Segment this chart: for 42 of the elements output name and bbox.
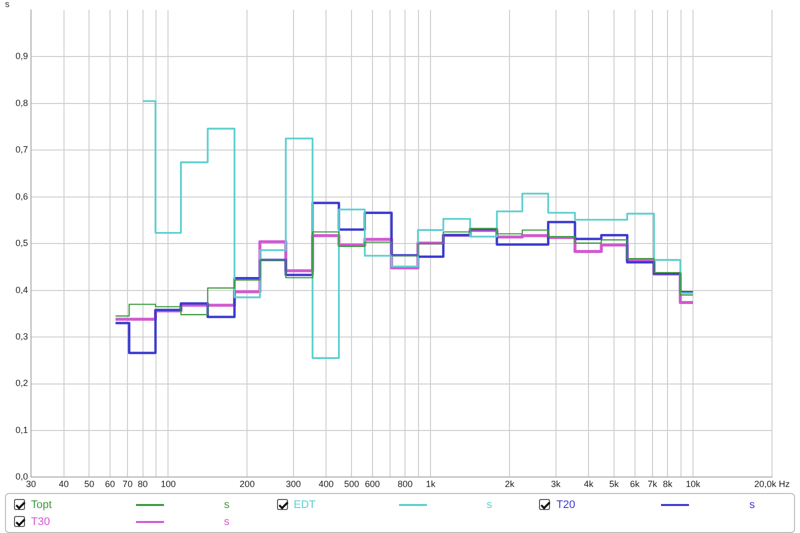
x-tick-label: 600 bbox=[364, 479, 380, 490]
x-tick-label: 300 bbox=[286, 479, 301, 490]
x-tick-label: 80 bbox=[138, 479, 148, 490]
x-tick-label: 7k bbox=[648, 479, 658, 490]
text: s bbox=[749, 498, 755, 510]
x-tick-label: 800 bbox=[398, 479, 413, 490]
x-tick-label: 5k bbox=[609, 479, 620, 490]
x-tick-label: 500 bbox=[344, 479, 360, 490]
y-tick-label: 0,9 bbox=[15, 51, 28, 62]
x-tick-label: 400 bbox=[318, 479, 334, 490]
x-tick-label: 2k bbox=[504, 479, 515, 490]
x-tick-label: 70 bbox=[122, 479, 133, 490]
y-tick-label: 0,1 bbox=[15, 424, 28, 435]
x-tick-label: 30 bbox=[26, 479, 36, 490]
y-tick-label: 0,0 bbox=[15, 472, 28, 482]
x-tick-label: 40 bbox=[58, 479, 69, 490]
y-tick-label: 0,6 bbox=[15, 191, 28, 202]
y-tick-label: 0,2 bbox=[15, 378, 28, 388]
x-tick-label: 200 bbox=[240, 479, 255, 490]
y-tick-label: 0,3 bbox=[15, 332, 28, 342]
text: s bbox=[486, 498, 492, 510]
x-tick-label: 60 bbox=[104, 479, 115, 490]
x-tick-label: 20,0k Hz bbox=[754, 479, 790, 490]
text: s bbox=[224, 516, 230, 528]
y-tick-label: 0,4 bbox=[15, 284, 28, 295]
y-tick-label: 0,5 bbox=[15, 238, 28, 248]
x-tick-label: 8k bbox=[662, 479, 673, 490]
x-tick-label: 10k bbox=[686, 479, 701, 490]
text: T20 bbox=[556, 498, 576, 510]
text: EDT bbox=[294, 498, 317, 510]
x-tick-label: 50 bbox=[84, 479, 94, 490]
x-tick-label: 100 bbox=[160, 479, 176, 490]
x-tick-label: 3k bbox=[551, 479, 562, 490]
y-axis-title: s bbox=[5, 0, 10, 9]
y-tick-label: 0,8 bbox=[15, 98, 28, 108]
text: s bbox=[224, 498, 230, 510]
y-tick-label: 0,7 bbox=[15, 144, 28, 155]
x-tick-label: 4k bbox=[584, 479, 594, 490]
text: Topt bbox=[31, 498, 53, 510]
x-tick-label: 6k bbox=[630, 479, 640, 490]
text: T30 bbox=[31, 516, 51, 528]
x-tick-label: 1k bbox=[426, 479, 436, 490]
